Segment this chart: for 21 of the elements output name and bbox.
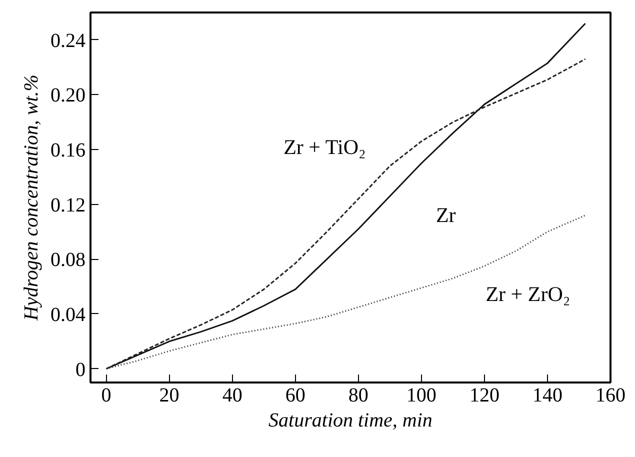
x-tick-label: 40 [222,384,242,406]
series-label: Zr [436,203,456,228]
y-tick-label: 0.12 [50,194,86,216]
x-axis-title: Saturation time, min [268,410,432,432]
x-tick-label: 20 [159,384,180,406]
y-tick-label: 0 [76,358,86,381]
x-tick-label: 80 [348,384,368,406]
y-tick-label: 0.16 [50,140,86,162]
series-label: Zr + ZrO₂ [486,282,570,306]
x-tick-label: 100 [406,384,436,406]
series-label: Zr + TiO₂ [284,134,366,159]
y-tick-label: 0.04 [50,304,86,326]
y-tick-label: 0.20 [50,84,86,107]
y-tick-label: 0.08 [50,249,86,272]
y-axis-title: Hydrogen concentration, wt.% [20,74,42,322]
x-tick-label: 160 [596,384,626,406]
x-tick-label: 120 [469,384,500,406]
x-tick-label: 0 [101,384,112,406]
y-tick-label: 0.24 [50,30,86,52]
x-tick-label: 140 [532,384,562,406]
x-tick-label: 60 [285,384,306,406]
